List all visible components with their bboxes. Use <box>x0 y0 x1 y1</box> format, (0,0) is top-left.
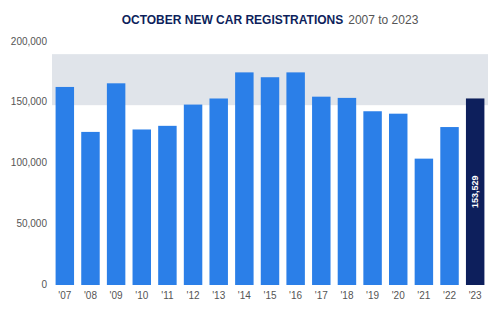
bar <box>81 132 99 285</box>
bar <box>184 105 202 285</box>
y-tick-label: 200,000 <box>11 36 48 47</box>
x-tick-label: '23 <box>469 290 482 301</box>
annotation: 153,529 <box>470 175 480 208</box>
x-tick-label: '08 <box>84 290 97 301</box>
y-tick-label: 100,000 <box>11 157 48 168</box>
chart: 0 50,000 100,000 150,000 200,000 '07 '08 '09 '10… <box>0 0 500 311</box>
x-tick-label: '10 <box>135 290 148 301</box>
x-tick-label: '22 <box>443 290 456 301</box>
bar <box>363 111 381 285</box>
bar <box>286 72 304 285</box>
title: OCTOBER NEW CAR REGISTRATIONS <box>122 13 344 27</box>
x-tick-label: '11 <box>161 290 174 301</box>
x-tick-label: '14 <box>238 290 251 301</box>
x-tick-label: '18 <box>340 290 353 301</box>
x-tick-label: '15 <box>263 290 276 301</box>
y-tick-label: 150,000 <box>11 96 48 107</box>
plot-area <box>52 54 488 285</box>
bar <box>209 98 227 285</box>
y-tick-label: 0 <box>41 279 47 290</box>
title-line: OCTOBER NEW CAR REGISTRATIONS 2007 to 202… <box>122 13 419 27</box>
bar <box>338 98 356 285</box>
bar <box>415 159 433 285</box>
x-tick-label: '13 <box>212 290 225 301</box>
bar <box>466 98 484 285</box>
y-tick-label: 50,000 <box>16 218 47 229</box>
x-tick-label: '12 <box>187 290 200 301</box>
x-tick-label: '19 <box>366 290 379 301</box>
bar <box>158 126 176 285</box>
subtitle: 2007 to 2023 <box>348 13 418 27</box>
bar <box>440 127 458 285</box>
x-tick-label: '20 <box>392 290 405 301</box>
x-tick-label: '07 <box>58 290 71 301</box>
x-tick-label: '21 <box>417 290 430 301</box>
bar <box>389 114 407 285</box>
bar <box>56 87 74 285</box>
bar <box>107 83 125 285</box>
bar <box>235 72 253 285</box>
x-tick-label: '09 <box>110 290 123 301</box>
bar <box>312 97 330 285</box>
x-tick-label: '17 <box>315 290 328 301</box>
bar <box>261 77 279 285</box>
bar <box>133 129 151 285</box>
x-tick-label: '16 <box>289 290 302 301</box>
